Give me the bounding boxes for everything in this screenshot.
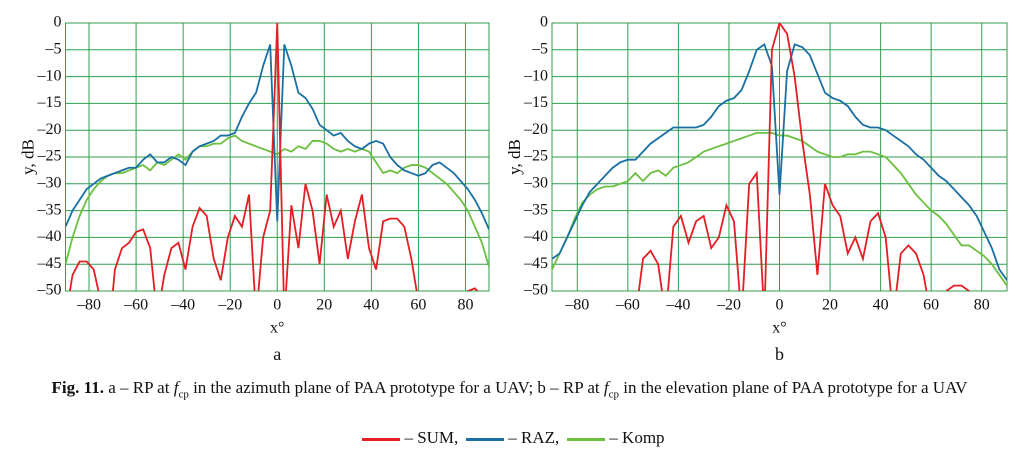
y-axis-label: y, dB [505, 139, 524, 175]
y-tick-label: –20 [37, 121, 62, 138]
caption-part: Fig. 11. [51, 378, 104, 397]
series-line [69, 23, 479, 291]
x-tick-label: 40 [873, 297, 889, 314]
series-line [552, 131, 1007, 287]
y-tick-label: –20 [523, 121, 548, 138]
y-tick-label: –40 [37, 228, 62, 245]
caption-part: f [173, 378, 179, 397]
y-tick-label: –15 [523, 94, 548, 111]
x-tick-label: –60 [615, 297, 640, 314]
x-axis-label: x° [772, 320, 786, 337]
x-tick-label: –40 [170, 297, 195, 314]
legend-swatch [362, 437, 401, 441]
y-tick-label: –35 [37, 201, 62, 218]
y-tick-label: –40 [523, 228, 548, 245]
x-axis-label: x° [270, 320, 284, 337]
subplot-label: a [273, 344, 281, 364]
x-tick-label: –20 [716, 297, 741, 314]
x-tick-label: –20 [217, 297, 242, 314]
x-tick-label: 80 [457, 297, 473, 314]
caption-part: ср [178, 388, 189, 401]
caption-part: in the azimuth plane of PAA prototype fo… [188, 378, 604, 397]
x-tick-label: 80 [974, 297, 990, 314]
caption-part: f [603, 378, 609, 397]
subplot-label: b [775, 344, 784, 364]
x-tick-label: 0 [776, 297, 784, 314]
y-tick-label: –30 [37, 174, 62, 191]
y-tick-label: –25 [37, 148, 62, 165]
caption-part: a – RP at [103, 378, 174, 397]
caption-part: ср [608, 388, 619, 401]
x-tick-label: –80 [564, 297, 589, 314]
x-tick-label: –40 [665, 297, 690, 314]
y-tick-label: 0 [54, 14, 62, 31]
series-line [552, 43, 1007, 281]
y-tick-label: –50 [37, 282, 62, 299]
legend-label: – SUM, [404, 428, 459, 447]
x-tick-label: 20 [316, 297, 332, 314]
x-tick-label: 0 [273, 297, 281, 314]
y-tick-label: –35 [523, 201, 548, 218]
y-axis-label: y, dB [18, 139, 37, 175]
x-tick-label: 60 [923, 297, 939, 314]
y-tick-label: –30 [523, 174, 548, 191]
y-tick-label: –10 [523, 67, 548, 84]
legend: – SUM, – RAZ, – Komp [0, 428, 1019, 448]
y-tick-label: –25 [523, 148, 548, 165]
y-tick-label: –5 [45, 40, 62, 57]
y-tick-label: –45 [523, 255, 548, 272]
x-tick-label: –80 [76, 297, 101, 314]
y-tick-label: 0 [540, 14, 548, 31]
x-tick-label: –60 [123, 297, 148, 314]
legend-swatch [567, 437, 606, 441]
series-line [65, 44, 489, 230]
y-tick-label: –5 [531, 40, 548, 57]
legend-swatch [466, 437, 505, 441]
figure: 0–5–10–15–20–25–30–35–40–45–50–80 –60 –40–… [18, 14, 1008, 364]
caption-part: in the elevation plane of PAA prototype … [619, 378, 968, 397]
x-tick-label: 60 [410, 297, 426, 314]
y-tick-label: –15 [37, 94, 62, 111]
y-tick-label: –10 [37, 67, 62, 84]
y-tick-label: –45 [37, 255, 62, 272]
legend-label: – Komp [609, 428, 665, 447]
x-tick-label: 40 [363, 297, 379, 314]
y-tick-label: –50 [523, 282, 548, 299]
x-tick-label: 20 [822, 297, 838, 314]
legend-label: – RAZ, [508, 428, 560, 447]
caption: Fig. 11. a – RP at fср in the azimuth pl… [40, 378, 979, 404]
